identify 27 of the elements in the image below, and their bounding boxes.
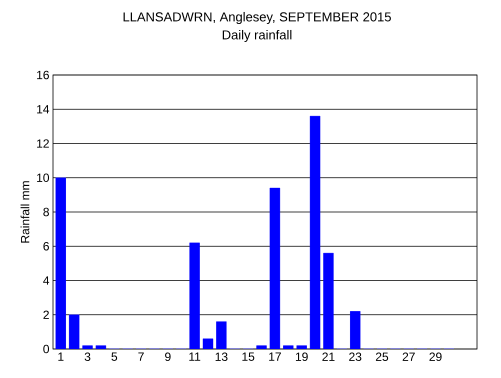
x-tick-label: 15 bbox=[242, 352, 254, 361]
y-tick-label: 4 bbox=[43, 276, 50, 285]
chart-title: LLANSADWRN, Anglesey, SEPTEMBER 2015 bbox=[124, 12, 391, 24]
y-tick-label: 2 bbox=[43, 310, 49, 319]
y-tick-label: 6 bbox=[43, 242, 49, 250]
x-tick-label: 21 bbox=[322, 352, 335, 361]
x-tick-label: 29 bbox=[429, 352, 442, 361]
x-tick-label: 5 bbox=[111, 352, 118, 361]
y-axis-title: Rainfall mm bbox=[20, 181, 30, 243]
x-tick-label: 3 bbox=[84, 352, 90, 361]
x-tick-label: 23 bbox=[349, 352, 362, 361]
x-tick-label: 11 bbox=[189, 352, 200, 361]
y-tick-label: 12 bbox=[37, 139, 49, 148]
x-tick-label: 17 bbox=[269, 352, 281, 361]
x-tick-label: 7 bbox=[138, 352, 144, 361]
x-tick-label: 13 bbox=[216, 352, 228, 361]
x-tick-label: 25 bbox=[376, 352, 388, 361]
y-tick-label: 10 bbox=[37, 174, 50, 182]
y-tick-label: 0 bbox=[43, 344, 50, 354]
chart-subtitle: Daily rainfall bbox=[222, 30, 292, 42]
y-tick-label: 14 bbox=[37, 105, 50, 114]
y-tick-label: 8 bbox=[43, 208, 49, 216]
y-tick-label: 16 bbox=[37, 70, 49, 80]
x-tick-label: 1 bbox=[58, 352, 64, 361]
x-tick-label: 9 bbox=[165, 352, 171, 361]
x-tick-label: 27 bbox=[402, 352, 415, 361]
x-tick-label: 19 bbox=[296, 352, 308, 361]
